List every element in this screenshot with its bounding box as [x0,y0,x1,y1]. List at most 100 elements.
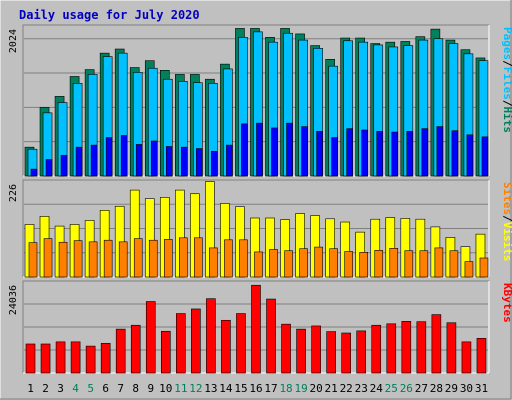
bar-sites [344,251,353,278]
bar-kbytes [40,343,51,374]
series-legend-middle: Sites/Visits [501,182,512,262]
bar-kbytes [431,314,442,374]
bar-kbytes [130,324,141,374]
y-max-label: 226 [8,184,19,202]
bar-sites [419,250,429,278]
x-tick-label: 4 [72,382,79,395]
bar-kbytes [55,341,66,374]
x-tick-label: 30 [460,382,473,395]
bar-sites [118,241,128,278]
bar-kbytes [266,298,276,374]
x-tick-label: 23 [355,382,368,395]
bar-pages [451,130,459,177]
bar-sites [464,261,474,278]
bar-pages [196,148,203,177]
bar-sites [269,249,278,278]
bar-kbytes [206,298,216,374]
legend-entry: KBytes [501,283,512,323]
bar-sites [404,250,414,278]
x-tick-label: 22 [340,382,353,395]
bar-kbytes [191,308,201,374]
bar-sites [224,239,233,278]
bar-pages [226,144,233,177]
bar-kbytes [70,341,81,374]
bar-sites [58,241,68,278]
bar-pages [30,168,38,177]
x-tick-label: 24 [370,382,384,395]
bar-pages [481,136,489,177]
bar-kbytes [356,330,367,374]
bar-pages [361,129,369,177]
x-tick-label: 19 [294,382,307,395]
bar-kbytes [326,331,336,374]
bar-sites [449,250,459,278]
x-tick-label: 10 [159,382,172,395]
bar-sites [209,247,218,278]
x-tick-label: 7 [117,382,124,395]
y-max-label: 2024 [8,29,19,53]
bar-pages [421,128,429,177]
bar-sites [88,241,98,278]
bar-kbytes [476,338,487,374]
bar-sites [103,239,113,278]
x-tick-label: 5 [87,382,94,395]
bar-kbytes [100,342,111,374]
x-tick-label: 8 [132,382,139,395]
bar-kbytes [461,341,472,374]
bar-pages [466,134,474,177]
bar-pages [286,122,293,177]
bar-sites [239,239,248,278]
bar-kbytes [311,325,321,374]
bar-pages [60,155,68,177]
bar-sites [434,247,444,278]
x-tick-label: 11 [174,382,187,395]
x-tick-label: 27 [415,382,428,395]
x-tick-label: 18 [279,382,292,395]
bar-kbytes [160,330,171,374]
bar-sites [479,257,489,278]
legend-entry: Files [501,67,512,100]
bar-kbytes [401,321,412,374]
bar-pages [346,128,353,177]
bar-pages [256,122,263,177]
legend-entry: Visits [501,222,512,262]
bar-sites [314,246,323,278]
bar-kbytes [115,328,126,374]
bar-pages [165,146,173,177]
bar-kbytes [371,324,382,374]
bar-kbytes [386,323,397,374]
x-tick-label: 1 [27,382,34,395]
bar-sites [254,251,263,278]
bar-pages [391,131,399,177]
bar-pages [211,150,218,177]
x-tick-label: 15 [234,382,247,395]
legend-entry: Pages [501,27,512,60]
x-tick-label: 6 [102,382,109,395]
bar-sites [299,248,308,278]
bar-pages [105,137,113,177]
bar-pages [376,131,384,177]
x-tick-label: 17 [264,382,277,395]
series-legend-top: Pages/Files/Hits [501,27,512,133]
bar-kbytes [416,321,427,374]
bar-pages [436,126,444,177]
bar-sites [284,250,293,278]
x-tick-label: 13 [204,382,217,395]
legend-entry: / [501,100,512,107]
bar-pages [135,144,143,177]
bar-pages [301,126,308,177]
bar-pages [316,131,323,177]
x-tick-label: 31 [475,382,488,395]
x-tick-label: 21 [325,382,338,395]
bar-kbytes [145,301,156,374]
bar-sites [194,237,203,278]
bar-sites [374,250,384,278]
bar-sites [389,248,399,278]
bar-sites [359,252,369,278]
bar-kbytes [236,313,246,374]
bar-sites [43,238,53,278]
legend-entry: Sites [501,182,512,215]
x-tick-label: 12 [189,382,202,395]
bar-kbytes [341,332,351,374]
